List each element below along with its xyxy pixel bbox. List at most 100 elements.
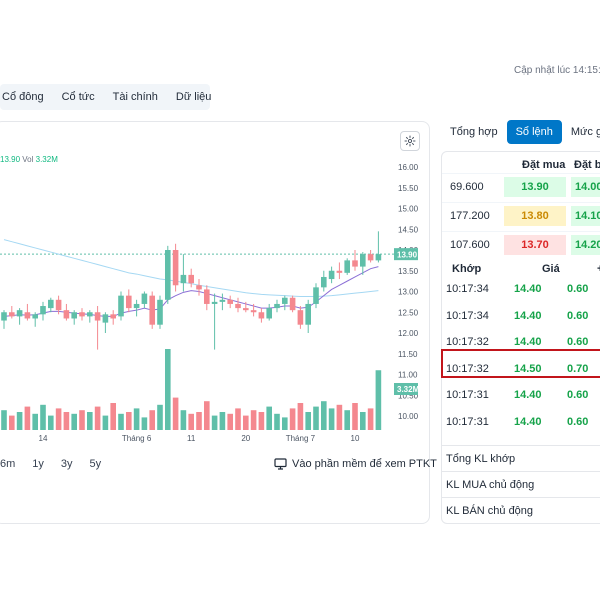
trade-row: 10:17:31 14.40 0.60: [442, 382, 600, 408]
y-tick-label: 10.50: [398, 391, 419, 400]
tab-tong-hop[interactable]: Tổng hợp: [450, 126, 498, 138]
updated-time: Cập nhật lúc 14:15:5: [514, 65, 600, 76]
candle-body: [141, 293, 148, 304]
trade-row: 10:17:31 14.40 0.60: [442, 409, 600, 435]
trade-row: 10:17:32 14.40 0.60: [442, 329, 600, 355]
volume-tag: 3.32M: [397, 385, 420, 394]
candle-body: [243, 308, 249, 311]
orderbook-bid-price: 13.80: [504, 206, 566, 226]
volume-bar: [243, 415, 249, 430]
summary-active-sell: KL BÁN chủ động: [442, 497, 600, 523]
trade-time: 10:17:31: [446, 389, 489, 401]
orderbook-row[interactable]: 107.600 13.70 14.20: [442, 231, 600, 257]
orderbook-ask-price: 14.10: [571, 206, 600, 226]
trades-head-price: Giá: [542, 263, 560, 275]
candle-body: [55, 299, 62, 311]
volume-bar: [48, 415, 54, 430]
candle-body: [118, 295, 124, 317]
trade-time: 10:17:32: [446, 362, 489, 375]
summary-total-volume: Tổng KL khớp: [442, 445, 600, 471]
volume-bar: [266, 406, 272, 430]
range-3y[interactable]: 3y: [60, 458, 73, 470]
volume-bar: [1, 410, 7, 430]
candle-body: [258, 312, 265, 319]
volume-bar: [204, 401, 210, 430]
candle-body: [48, 299, 54, 309]
candle-body: [110, 314, 116, 319]
legend-vol-value: 3.32M: [35, 155, 58, 164]
orderbook-head-sell: Đặt b: [574, 159, 600, 171]
trade-time: 10:17:34: [446, 309, 489, 322]
time-range-selector: 6m 1y 3y 5y: [0, 458, 118, 470]
ptkt-text: Vào phần mềm để xem PTKT: [292, 458, 437, 470]
tab-co-tuc[interactable]: Cổ tức: [61, 91, 95, 103]
chart-legend: 13.90 Vol 3.32M: [0, 155, 58, 164]
orderbook-ask-price: 14.20: [571, 235, 600, 255]
volume-bar: [94, 406, 101, 430]
y-tick-label: 14.50: [398, 225, 419, 234]
tab-muc-gia[interactable]: Mức giá: [570, 126, 600, 138]
orderbook-row[interactable]: 69.600 13.90 14.00: [442, 173, 600, 199]
tab-co-dong[interactable]: Cổ đông: [2, 91, 44, 103]
trade-price: 14.50: [514, 362, 542, 375]
range-5y[interactable]: 5y: [89, 458, 102, 470]
volume-bar: [297, 403, 304, 430]
candle-body: [24, 312, 31, 319]
candle-body: [40, 306, 46, 315]
orderbook-ask-price: 14.00: [571, 177, 600, 197]
open-ptkt-link[interactable]: Vào phần mềm để xem PTKT: [274, 458, 437, 470]
volume-bar: [32, 413, 38, 430]
summary-active-buy: KL MUA chủ động: [442, 471, 600, 497]
orderbook-volume: 177.200: [450, 210, 490, 222]
orderbook-row[interactable]: 177.200 13.80 14.10: [442, 202, 600, 228]
candle-body: [321, 276, 327, 288]
summary-label: KL BÁN chủ động: [446, 505, 534, 517]
candle-body: [235, 303, 241, 309]
candle-body: [1, 312, 7, 321]
x-tick-label: Tháng 6: [122, 434, 152, 443]
volume-bar: [313, 406, 319, 430]
chart-settings-button[interactable]: [400, 131, 420, 151]
volume-bar: [165, 349, 171, 430]
trade-time: 10:17:32: [446, 336, 489, 348]
candle-body: [149, 295, 155, 325]
range-1y[interactable]: 1y: [32, 458, 44, 470]
trade-row: 10:17:34 14.40 0.60: [442, 303, 600, 329]
y-tick-label: 11.00: [398, 371, 418, 380]
candle-body: [79, 312, 85, 317]
y-tick-label: 16.00: [398, 163, 419, 172]
volume-bar: [118, 413, 124, 430]
y-tick-label: 10.00: [398, 412, 419, 421]
volume-bar: [141, 417, 148, 430]
gear-icon: [404, 135, 416, 147]
volume-bar: [188, 413, 194, 430]
candle-body: [71, 312, 77, 319]
y-tick-label: 12.00: [398, 329, 419, 338]
candle-body: [165, 250, 171, 300]
volume-bar: [282, 417, 288, 430]
volume-bar: [157, 404, 163, 430]
tab-du-lieu[interactable]: Dữ liệu: [175, 91, 212, 103]
trade-price: 14.40: [514, 309, 542, 322]
orderbook-bid-price: 13.90: [504, 177, 566, 197]
volume-bar: [79, 410, 85, 430]
candle-body: [313, 287, 319, 304]
trade-time: 10:17:31: [446, 415, 489, 428]
order-panel: Đặt mua Đặt b 69.600 13.90 14.00 177.200 13.…: [441, 151, 600, 524]
volume-bar: [367, 408, 374, 430]
monitor-icon: [274, 458, 287, 470]
volume-bar: [305, 412, 311, 430]
range-6m[interactable]: 6m: [0, 458, 16, 470]
candle-body: [282, 297, 288, 304]
candle-body: [250, 310, 257, 313]
tab-so-lenh[interactable]: Sổ lệnh: [506, 120, 562, 144]
volume-bar: [126, 412, 132, 430]
candle-body: [157, 299, 163, 325]
volume-bar: [235, 408, 241, 430]
candle-body: [32, 314, 38, 319]
orderbook-bid-price: 13.70: [504, 235, 566, 255]
volume-bar: [172, 397, 179, 430]
tab-tai-chinh[interactable]: Tài chính: [112, 91, 158, 103]
volume-bar: [274, 413, 280, 430]
